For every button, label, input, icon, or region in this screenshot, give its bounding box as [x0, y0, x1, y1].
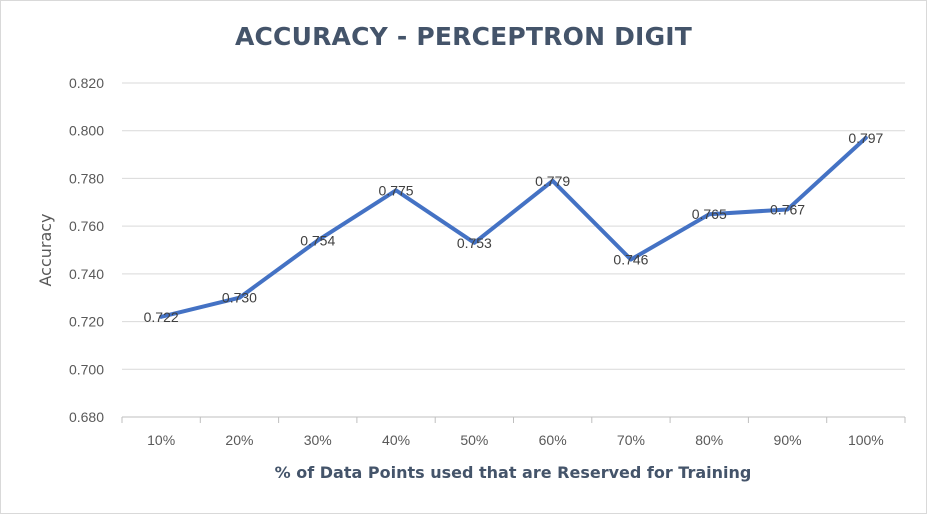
data-label: 0.779: [535, 173, 570, 189]
y-tick-label: 0.800: [69, 123, 104, 139]
y-tick-label: 0.740: [69, 266, 104, 282]
y-tick-label: 0.780: [69, 170, 104, 186]
x-tick-label: 30%: [304, 432, 332, 448]
data-label: 0.765: [692, 206, 727, 222]
x-tick-label: 100%: [848, 432, 884, 448]
y-axis-title: Accuracy: [36, 213, 55, 286]
data-label: 0.746: [613, 252, 648, 268]
x-tick-label: 60%: [539, 432, 567, 448]
y-tick-label: 0.680: [69, 409, 104, 425]
y-tick-label: 0.820: [69, 75, 104, 91]
data-label: 0.730: [222, 290, 257, 306]
data-label: 0.753: [457, 235, 492, 251]
x-tick-label: 40%: [382, 432, 410, 448]
data-label: 0.775: [379, 182, 414, 198]
x-tick-label: 80%: [695, 432, 723, 448]
series-line: [159, 135, 868, 319]
x-tick-label: 20%: [225, 432, 253, 448]
data-label: 0.754: [300, 232, 335, 248]
y-tick-label: 0.700: [69, 361, 104, 377]
chart-title: ACCURACY - PERCEPTRON DIGIT: [234, 22, 693, 51]
y-tick-label: 0.720: [69, 314, 104, 330]
data-label: 0.767: [770, 201, 805, 217]
x-tick-label: 10%: [147, 432, 175, 448]
x-axis-title: % of Data Points used that are Reserved …: [275, 463, 752, 482]
data-label: 0.797: [848, 130, 883, 146]
x-tick-label: 90%: [774, 432, 802, 448]
x-tick-label: 50%: [460, 432, 488, 448]
data-label: 0.722: [144, 309, 179, 325]
x-tick-label: 70%: [617, 432, 645, 448]
y-tick-label: 0.760: [69, 218, 104, 234]
